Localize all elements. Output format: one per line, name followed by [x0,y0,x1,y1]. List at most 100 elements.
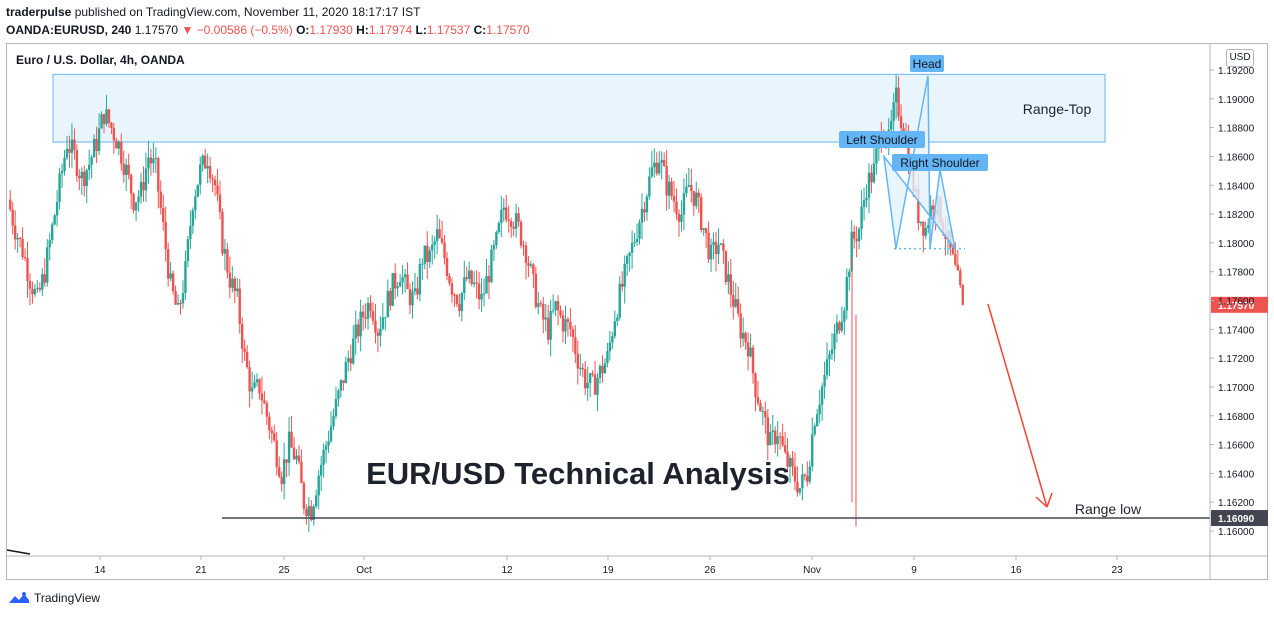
candle-body [211,178,214,180]
candle-body [828,354,831,360]
publish-info: traderpulse published on TradingView.com… [6,5,420,19]
projection-arrow [987,303,1048,508]
candle-body [472,282,476,285]
candle-body [58,173,61,202]
candle-body [152,158,155,164]
candle-body [31,288,34,295]
x-tick-label: Nov [803,565,821,576]
candle-body [490,249,493,283]
candle-body [633,241,636,244]
candle-body [544,317,547,320]
candle-body [830,349,834,355]
candle-body [783,445,787,452]
candle-body [354,324,357,339]
candle-body [445,258,449,276]
candle-body [43,274,46,283]
open-value: 1.17930 [309,23,353,37]
candle-body [95,138,98,151]
candle-body [162,207,165,222]
overlays: Range-Top Head Left Shoulder Right Shoulder… [6,55,1268,555]
candle-body [105,109,108,125]
candle-body [270,430,274,434]
candle-body [786,451,789,467]
candle-body [73,139,76,151]
candle-body [389,290,392,306]
candle-body [616,317,619,322]
candle-body [122,163,125,175]
candle-body [603,363,607,374]
candle-body [665,165,668,196]
candle-body [379,328,382,336]
candle-body [559,310,562,316]
candle-body [90,157,93,165]
candle-body [33,288,37,295]
candle-body [319,464,323,476]
candle-body [690,185,693,192]
candle-body [60,170,64,174]
candle-body [519,221,523,246]
y-tick-label: 1.16200 [1218,498,1255,509]
candle-body [485,275,488,294]
candle-body [458,304,461,312]
author-name[interactable]: traderpulse [6,5,72,19]
candle-body [650,167,654,177]
tradingview-logo[interactable]: TradingView [8,591,100,605]
candle-body [848,271,851,278]
candle-body [833,333,836,350]
candle-body [569,321,572,330]
candle-body [159,191,162,208]
candle-body [453,294,456,296]
candle-body [714,241,718,255]
candle-body [899,116,903,129]
candle-body [781,436,784,446]
candle-body [85,169,88,187]
candle-body [463,277,466,294]
candle-body [144,168,148,191]
candle-body [852,231,856,239]
candle-body [265,403,269,417]
candle-body [431,244,434,251]
candle-body [870,172,873,183]
y-tick-label: 1.17400 [1218,325,1255,336]
candle-body [951,247,955,254]
candle-body [208,166,212,179]
candle-body [791,457,794,467]
candle-body [566,319,570,322]
candle-body [692,191,695,206]
candle-body [391,273,394,306]
candle-body [295,455,298,460]
candle-body [315,495,318,507]
candle-body [771,430,774,433]
candle-body [509,221,513,227]
candle-body [191,210,195,226]
candle-body [371,311,375,321]
candle-body [120,141,123,164]
candle-body [532,264,535,274]
candle-body [450,283,454,295]
candle-body [838,322,841,331]
candle-body [139,181,143,197]
candle-body [756,397,760,404]
candle-body [468,270,471,279]
candle-body [872,163,876,183]
candle-body [13,225,17,240]
candle-body [369,302,372,312]
candle-body [825,359,829,376]
currency-button[interactable]: USD [1226,49,1254,67]
candle-body [761,411,765,413]
candle-body [574,337,577,354]
x-tick-label: 26 [704,565,716,576]
candle-body [41,274,44,290]
candle-body [134,202,138,211]
candle-body [517,213,520,222]
candle-body [717,244,720,255]
candle-body [875,148,878,164]
candle-body [537,303,540,307]
candle-body [672,195,676,202]
candle-body [196,184,199,197]
candle-body [460,293,464,312]
candle-body [169,273,172,279]
candle-body [92,138,96,158]
candle-body [759,403,762,412]
